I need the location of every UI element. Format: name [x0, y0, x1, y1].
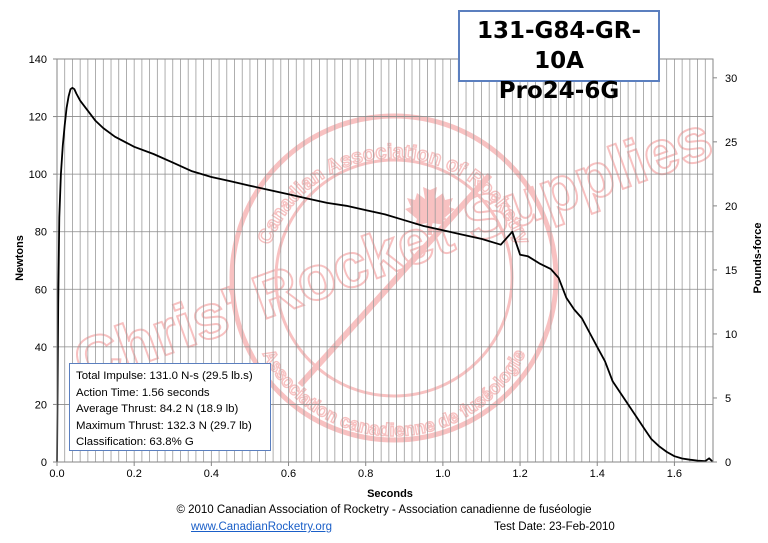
y2-tick-label: 15: [725, 265, 737, 277]
y-axis-title-right: Pounds-force: [752, 222, 764, 294]
stat-classification: Classification: 63.8% G: [76, 436, 194, 448]
x-tick-label: 1.0: [435, 468, 450, 480]
y-tick-label: 140: [29, 54, 47, 66]
y2-tick-label: 5: [725, 393, 731, 405]
x-tick-label: 0.0: [49, 468, 64, 480]
y-axis-title-left: Newtons: [14, 235, 26, 281]
footer-test-date: Test Date: 23-Feb-2010: [494, 521, 615, 533]
stat-action-time: Action Time: 1.56 seconds: [76, 386, 210, 399]
x-tick-label: 0.8: [358, 468, 373, 480]
stats-box: Total Impulse: 131.0 N-s (29.5 lb.s) Act…: [69, 363, 271, 451]
x-tick-label: 1.4: [590, 468, 605, 480]
stat-total-impulse: Total Impulse: 131.0 N-s (29.5 lb.s): [76, 370, 253, 382]
x-tick-label: 1.2: [512, 468, 527, 480]
y-tick-label: 0: [41, 457, 47, 469]
stat-average-thrust: Average Thrust: 84.2 N (18.9 lb): [76, 403, 239, 415]
plot-area-border: [56, 58, 714, 463]
y2-tick-label: 0: [725, 457, 731, 469]
motor-reload-name: Pro24-6G: [498, 78, 620, 104]
y2-tick-label: 10: [725, 329, 737, 341]
stat-maximum-thrust: Maximum Thrust: 132.3 N (29.7 lb): [76, 419, 252, 432]
x-tick-label: 1.6: [667, 468, 682, 480]
y-tick-label: 100: [29, 169, 47, 181]
y-tick-label: 60: [35, 284, 47, 296]
footer-website-link[interactable]: www.CanadianRocketry.org: [191, 521, 333, 533]
watermark-ring-outer: [229, 113, 559, 443]
x-tick-label: 0.6: [281, 468, 296, 480]
motor-designation: 131-G84-GR-10A: [476, 18, 642, 74]
y2-tick-label: 25: [725, 137, 737, 149]
y-tick-label: 80: [35, 227, 47, 239]
y2-tick-label: 20: [725, 201, 737, 213]
y2-tick-label: 30: [725, 73, 737, 85]
y-tick-label: 20: [35, 399, 47, 411]
x-axis-title: Seconds: [367, 488, 413, 500]
thrust-series-line: [56, 86, 714, 463]
y-tick-label: 120: [29, 112, 47, 124]
motor-title-box: 131-G84-GR-10A Pro24-6G: [458, 10, 660, 104]
x-tick-label: 0.4: [204, 468, 219, 480]
chart-axes: 0.0 0.2 0.4 0.6 0.8 1.0 1.2 1.4 1.60204060801001…: [29, 54, 738, 480]
chart-series: [56, 86, 714, 463]
watermark-arc-bottom: Association canadienne de fuséologie: [259, 346, 529, 440]
footer-copyright: © 2010 Canadian Association of Rocketry …: [176, 504, 592, 516]
x-tick-label: 0.2: [127, 468, 142, 480]
y-tick-label: 40: [35, 342, 47, 354]
